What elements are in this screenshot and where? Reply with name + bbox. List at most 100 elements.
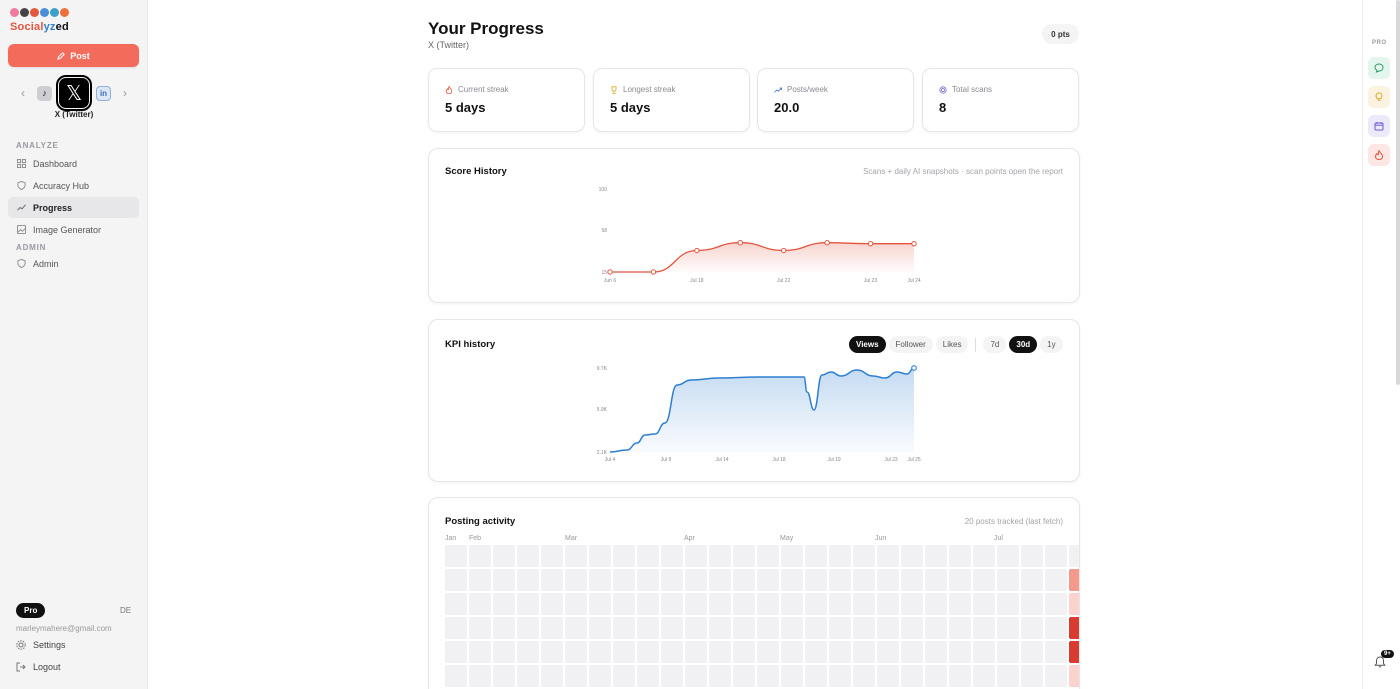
- heatmap-cell: [781, 569, 803, 591]
- heatmap-cell: [709, 569, 731, 591]
- heatmap-cell: [469, 665, 491, 687]
- panel-title: KPI history: [445, 339, 496, 350]
- linkedin-icon[interactable]: in: [96, 85, 111, 101]
- heatmap-cell: [1069, 593, 1079, 615]
- notification-badge: 9+: [1381, 650, 1394, 658]
- platform-switcher: ‹ ♪ 𝕏 in ›: [16, 75, 132, 111]
- month-label: Jul: [994, 535, 1003, 542]
- heatmap-cell: [589, 545, 611, 567]
- heatmap-cell: [541, 593, 563, 615]
- heatmap-cell: [1021, 569, 1043, 591]
- heatmap-cell: [829, 641, 851, 663]
- chat-button[interactable]: [1368, 57, 1390, 79]
- stat-value: 5 days: [445, 100, 486, 115]
- stat-card-longest-streak: Longest streak 5 days: [593, 68, 750, 132]
- x-tick-label: Jun 6: [604, 278, 616, 284]
- sidebar-item-dashboard[interactable]: Dashboard: [8, 153, 139, 174]
- heatmap-cell: [901, 665, 923, 687]
- panel-title: Posting activity: [445, 516, 516, 527]
- month-label: Apr: [684, 535, 695, 542]
- heatmap-cell: [805, 593, 827, 615]
- settings-link[interactable]: Settings: [16, 640, 66, 650]
- heatmap-cell: [445, 665, 467, 687]
- heatmap-cell: [997, 665, 1019, 687]
- y-tick-label: 5.9K: [597, 407, 608, 413]
- heatmap-cell: [757, 665, 779, 687]
- page-subtitle: X (Twitter): [428, 40, 470, 50]
- month-label: Feb: [469, 535, 482, 542]
- stat-card-posts-week: Posts/week 20.0: [757, 68, 914, 132]
- heatmap-cell: [925, 665, 947, 687]
- chevron-right-icon[interactable]: ›: [123, 86, 127, 100]
- heatmap-cell: [613, 569, 635, 591]
- heatmap-cell: [469, 569, 491, 591]
- range-1y[interactable]: 1y: [1040, 336, 1063, 353]
- sidebar-item-label: Image Generator: [33, 224, 102, 235]
- heatmap-cell: [1069, 569, 1079, 591]
- heatmap-cell: [949, 641, 971, 663]
- sidebar-item-progress[interactable]: Progress: [8, 197, 139, 218]
- heatmap-cell: [997, 593, 1019, 615]
- heatmap-cell: [613, 545, 635, 567]
- heatmap-cell: [1069, 665, 1079, 687]
- heatmap-cell: [901, 569, 923, 591]
- heatmap-cell: [565, 617, 587, 639]
- score-history-chart[interactable]: 100 58 15 Jun 6 Jul 18 Jul 22 Jul 23 Jul 24: [429, 149, 1080, 303]
- brand-logo[interactable]: Socialyzed: [10, 21, 69, 33]
- heatmap-cell: [973, 665, 995, 687]
- sidebar-item-admin[interactable]: Admin: [8, 253, 139, 274]
- heatmap-cell: [517, 569, 539, 591]
- heatmap-cell: [517, 665, 539, 687]
- post-button[interactable]: Post: [8, 44, 139, 67]
- panel-title: Score History: [445, 166, 507, 177]
- heatmap-cell: [997, 641, 1019, 663]
- heatmap-cell: [541, 641, 563, 663]
- heatmap-cell: [445, 593, 467, 615]
- heatmap-cell: [493, 617, 515, 639]
- heatmap-cell: [685, 545, 707, 567]
- calendar-button[interactable]: [1368, 115, 1390, 137]
- heatmap-cell: [949, 665, 971, 687]
- heatmap-cell: [661, 665, 683, 687]
- streak-button[interactable]: [1368, 144, 1390, 166]
- logout-link[interactable]: Logout: [16, 662, 61, 672]
- heatmap-cell: [805, 665, 827, 687]
- heatmap-cell: [1045, 593, 1067, 615]
- sidebar-item-image-generator[interactable]: Image Generator: [8, 219, 139, 240]
- heatmap-cell: [1021, 545, 1043, 567]
- metric-likes[interactable]: Likes: [935, 336, 969, 353]
- stat-label: Longest streak: [623, 85, 676, 94]
- sidebar-item-accuracy-hub[interactable]: Accuracy Hub: [8, 175, 139, 196]
- heatmap-cell: [709, 545, 731, 567]
- tiktok-icon[interactable]: ♪: [37, 85, 52, 101]
- range-7d[interactable]: 7d: [983, 336, 1007, 353]
- metric-views[interactable]: Views: [849, 336, 886, 353]
- heatmap-cell: [613, 641, 635, 663]
- heatmap-cell: [973, 545, 995, 567]
- chevron-left-icon[interactable]: ‹: [21, 86, 25, 100]
- ideas-button[interactable]: [1368, 86, 1390, 108]
- heatmap-cell: [925, 545, 947, 567]
- language-toggle[interactable]: DE: [120, 606, 132, 615]
- kpi-history-panel: KPI history Views Follower Likes 7d 30d …: [428, 319, 1080, 482]
- heatmap-cell: [445, 617, 467, 639]
- sidebar-item-label: Dashboard: [33, 158, 78, 169]
- score-history-panel: Score History Scans + daily AI snapshots…: [428, 148, 1080, 303]
- stat-value: 20.0: [774, 100, 800, 115]
- scrollbar[interactable]: [1396, 0, 1400, 385]
- heatmap-cell: [781, 617, 803, 639]
- month-label: Jan: [445, 535, 457, 542]
- heatmap-cell: [877, 665, 899, 687]
- y-tick-label: 100: [599, 187, 608, 193]
- heatmap-cell: [589, 617, 611, 639]
- bell-icon[interactable]: [1373, 655, 1387, 669]
- x-twitter-icon[interactable]: 𝕏: [56, 75, 92, 111]
- score-point: [650, 269, 657, 275]
- month-label: Mar: [565, 535, 578, 542]
- heatmap-cell: [565, 665, 587, 687]
- heatmap-cell: [685, 665, 707, 687]
- heatmap-cell: [445, 641, 467, 663]
- metric-follower[interactable]: Follower: [888, 336, 933, 353]
- range-30d[interactable]: 30d: [1009, 336, 1038, 353]
